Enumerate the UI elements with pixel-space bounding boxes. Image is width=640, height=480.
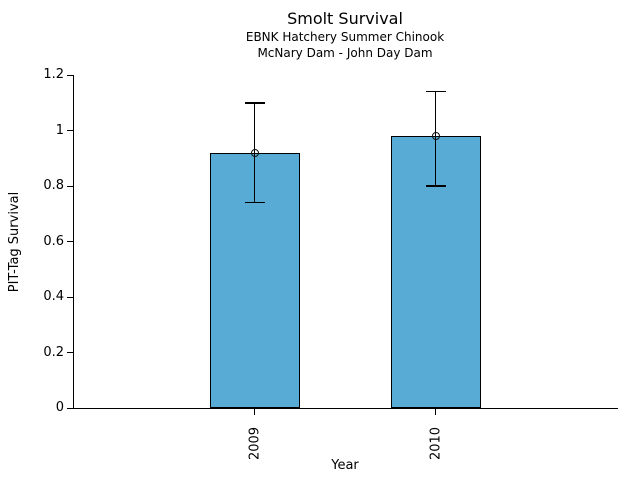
y-axis-tick-label: 0.8	[43, 178, 64, 193]
plot-area	[73, 75, 618, 409]
x-axis-tick	[435, 409, 436, 415]
x-axis-tick	[254, 409, 255, 415]
y-axis-tick	[67, 74, 73, 76]
y-axis-tick	[67, 296, 73, 298]
mean-marker	[431, 132, 440, 141]
mean-marker	[250, 148, 259, 157]
error-bar-cap-upper	[425, 90, 446, 93]
y-axis-tick-label: 0.6	[43, 233, 64, 249]
y-axis-tick-label: 1	[55, 122, 64, 138]
y-axis-tick	[67, 352, 73, 353]
y-axis-tick	[67, 130, 73, 131]
y-axis-tick-label: 0.4	[43, 289, 64, 304]
x-axis-tick-label: 2009	[247, 426, 262, 461]
y-axis-tick-label: 0	[55, 400, 64, 415]
y-axis-tick	[67, 241, 73, 242]
error-bar-cap-lower	[425, 185, 446, 187]
y-axis-tick-label: 0.2	[43, 344, 64, 360]
error-bar-cap-lower	[244, 201, 265, 204]
x-axis-tick-label: 2010	[428, 426, 443, 461]
y-axis-tick	[67, 185, 73, 187]
x-axis-label: Year	[331, 458, 359, 473]
y-axis-tick	[67, 407, 73, 409]
chart-subtitle-line2: McNary Dam - John Day Dam	[257, 46, 433, 60]
chart-subtitle-line1: EBNK Hatchery Summer Chinook	[245, 30, 445, 44]
chart-title: Smolt Survival	[287, 9, 403, 28]
y-axis-tick-label: 1.2	[43, 67, 64, 82]
error-bar-cap-upper	[244, 102, 265, 104]
